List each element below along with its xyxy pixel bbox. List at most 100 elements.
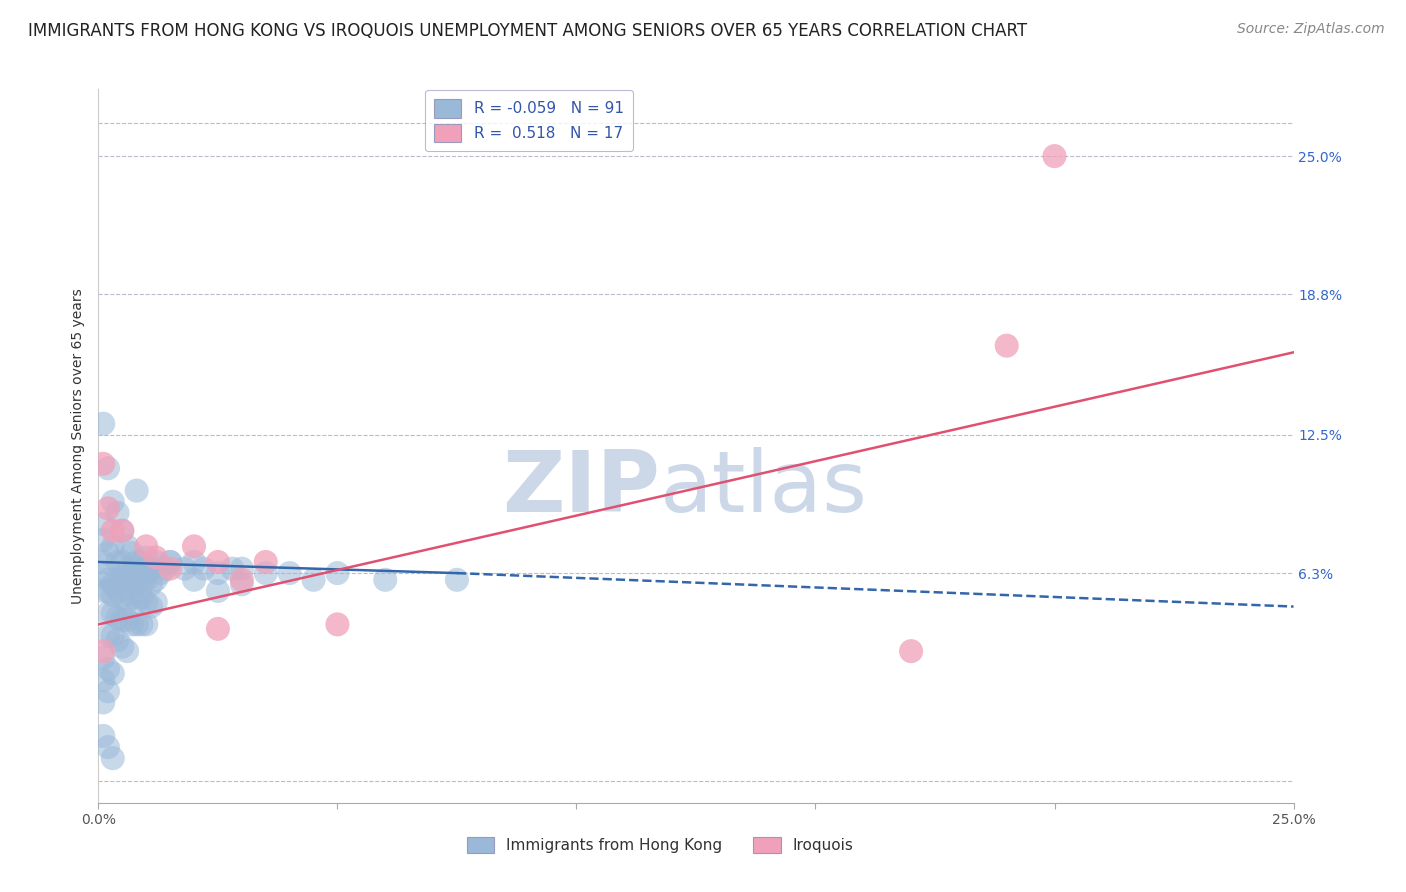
Point: [159, 562, 181, 576]
Point: [91, 644, 114, 658]
Point: [101, 607, 124, 621]
Point: [107, 555, 129, 569]
Point: [131, 577, 153, 591]
Point: [111, 591, 134, 605]
Point: [145, 595, 167, 609]
Point: [121, 577, 143, 591]
Text: IMMIGRANTS FROM HONG KONG VS IROQUOIS UNEMPLOYMENT AMONG SENIORS OVER 65 YEARS C: IMMIGRANTS FROM HONG KONG VS IROQUOIS UN…: [28, 22, 1028, 40]
Point: [183, 539, 205, 553]
Point: [135, 573, 157, 587]
Point: [115, 613, 138, 627]
Point: [111, 524, 134, 538]
Point: [125, 483, 148, 498]
Point: [115, 539, 138, 553]
Point: [101, 577, 124, 591]
Point: [97, 628, 120, 642]
Point: [131, 617, 153, 632]
Point: [221, 562, 243, 576]
Point: [125, 595, 148, 609]
Point: [135, 539, 157, 553]
Point: [107, 583, 129, 598]
Point: [101, 589, 124, 603]
Point: [207, 622, 229, 636]
Text: ZIP: ZIP: [502, 447, 661, 531]
Point: [302, 573, 325, 587]
Point: [91, 568, 114, 582]
Point: [115, 562, 138, 576]
Point: [135, 617, 157, 632]
Point: [97, 583, 120, 598]
Point: [91, 651, 114, 665]
Point: [115, 595, 138, 609]
Point: [97, 461, 120, 475]
Point: [97, 573, 120, 587]
Text: Source: ZipAtlas.com: Source: ZipAtlas.com: [1237, 22, 1385, 37]
Y-axis label: Unemployment Among Seniors over 65 years: Unemployment Among Seniors over 65 years: [72, 288, 86, 604]
Point: [995, 338, 1018, 352]
Text: atlas: atlas: [661, 447, 868, 531]
Point: [91, 673, 114, 688]
Point: [101, 628, 124, 642]
Point: [121, 591, 143, 605]
Point: [159, 555, 181, 569]
Point: [121, 546, 143, 560]
Point: [131, 555, 153, 569]
Point: [115, 573, 138, 587]
Point: [183, 573, 205, 587]
Point: [900, 644, 922, 658]
Point: [155, 562, 177, 576]
Point: [125, 617, 148, 632]
Point: [111, 524, 134, 538]
Point: [207, 583, 229, 598]
Point: [135, 595, 157, 609]
Point: [374, 573, 396, 587]
Point: [91, 729, 114, 743]
Point: [1043, 149, 1066, 163]
Point: [91, 583, 114, 598]
Point: [115, 644, 138, 658]
Point: [107, 573, 129, 587]
Point: [91, 533, 114, 547]
Point: [159, 555, 181, 569]
Point: [183, 555, 205, 569]
Point: [97, 546, 120, 560]
Point: [139, 562, 162, 576]
Point: [173, 562, 195, 576]
Point: [91, 516, 114, 531]
Point: [446, 573, 468, 587]
Point: [111, 568, 134, 582]
Point: [145, 555, 167, 569]
Point: [91, 555, 114, 569]
Point: [254, 555, 277, 569]
Point: [326, 566, 349, 581]
Point: [91, 457, 114, 471]
Point: [131, 591, 153, 605]
Point: [145, 550, 167, 565]
Point: [101, 539, 124, 553]
Point: [135, 550, 157, 565]
Point: [139, 577, 162, 591]
Point: [107, 611, 129, 625]
Point: [278, 566, 301, 581]
Point: [149, 566, 172, 581]
Point: [231, 562, 253, 576]
Legend: Immigrants from Hong Kong, Iroquois: Immigrants from Hong Kong, Iroquois: [461, 830, 859, 859]
Point: [101, 751, 124, 765]
Point: [97, 662, 120, 676]
Point: [121, 566, 143, 581]
Point: [131, 568, 153, 582]
Point: [231, 573, 253, 587]
Point: [207, 566, 229, 581]
Point: [326, 617, 349, 632]
Point: [101, 524, 124, 538]
Point: [125, 573, 148, 587]
Point: [121, 617, 143, 632]
Point: [101, 666, 124, 681]
Point: [111, 640, 134, 654]
Point: [101, 494, 124, 508]
Point: [97, 684, 120, 698]
Point: [107, 633, 129, 648]
Point: [97, 501, 120, 516]
Point: [125, 562, 148, 576]
Point: [145, 573, 167, 587]
